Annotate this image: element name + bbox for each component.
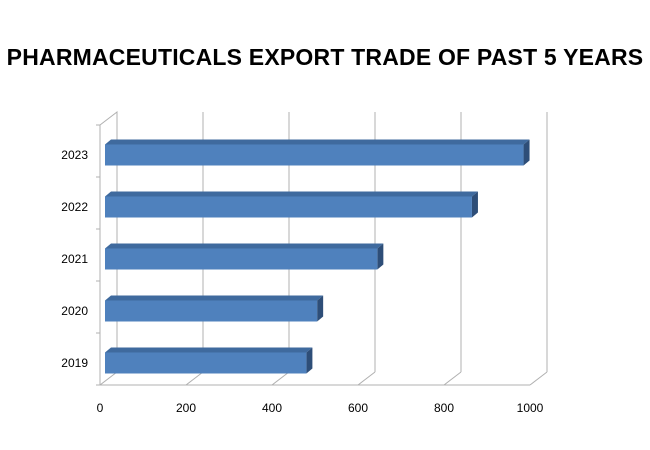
floor-line-200 <box>185 371 204 386</box>
floor-line-400 <box>271 371 290 386</box>
bar-side-face <box>471 191 478 218</box>
bar-top-face <box>105 191 478 197</box>
bar-2023 <box>105 139 530 166</box>
bar-top-face <box>105 243 384 249</box>
bar-front-face <box>105 352 307 374</box>
floor-line-1000 <box>529 371 548 386</box>
x-tick-label-800: 800 <box>434 401 454 415</box>
x-tick-label-0: 0 <box>97 401 104 415</box>
bar-side-face <box>523 139 530 166</box>
bar-2021 <box>105 243 384 270</box>
bar-side-face <box>377 243 384 270</box>
bar-top-face <box>105 139 530 145</box>
y-tick-label-2023: 2023 <box>61 148 88 162</box>
y-tick-label-2020: 2020 <box>61 304 88 318</box>
x-axis-ticks: 0 200 400 600 800 1000 <box>97 401 544 415</box>
floor-line-800 <box>443 371 462 386</box>
bar-2019 <box>105 347 313 374</box>
x-tick-label-600: 600 <box>348 401 368 415</box>
floor-line-600 <box>357 371 376 386</box>
y-tick-label-2022: 2022 <box>61 200 88 214</box>
bar-2022 <box>105 191 478 218</box>
y-axis-ticks: 2019 2020 2021 2022 2023 <box>61 148 88 370</box>
y-tick-label-2021: 2021 <box>61 252 88 266</box>
x-tick-label-200: 200 <box>176 401 196 415</box>
floor-line-0 <box>99 371 118 386</box>
bar-side-face <box>306 347 313 374</box>
chart-title: PHARMACEUTICALS EXPORT TRADE OF PAST 5 Y… <box>6 44 644 70</box>
bar-front-face <box>105 248 378 270</box>
x-tick-label-1000: 1000 <box>517 401 544 415</box>
bar-top-face <box>105 347 313 353</box>
bar-side-face <box>317 295 324 322</box>
bar-front-face <box>105 196 472 218</box>
y-tick-label-2019: 2019 <box>61 356 88 370</box>
bar-front-face <box>105 300 318 322</box>
bar-front-face <box>105 144 524 166</box>
x-tick-label-400: 400 <box>262 401 282 415</box>
bar-top-face <box>105 295 324 301</box>
left-wall <box>99 110 118 372</box>
bar-series <box>105 139 530 374</box>
bar-2020 <box>105 295 324 322</box>
